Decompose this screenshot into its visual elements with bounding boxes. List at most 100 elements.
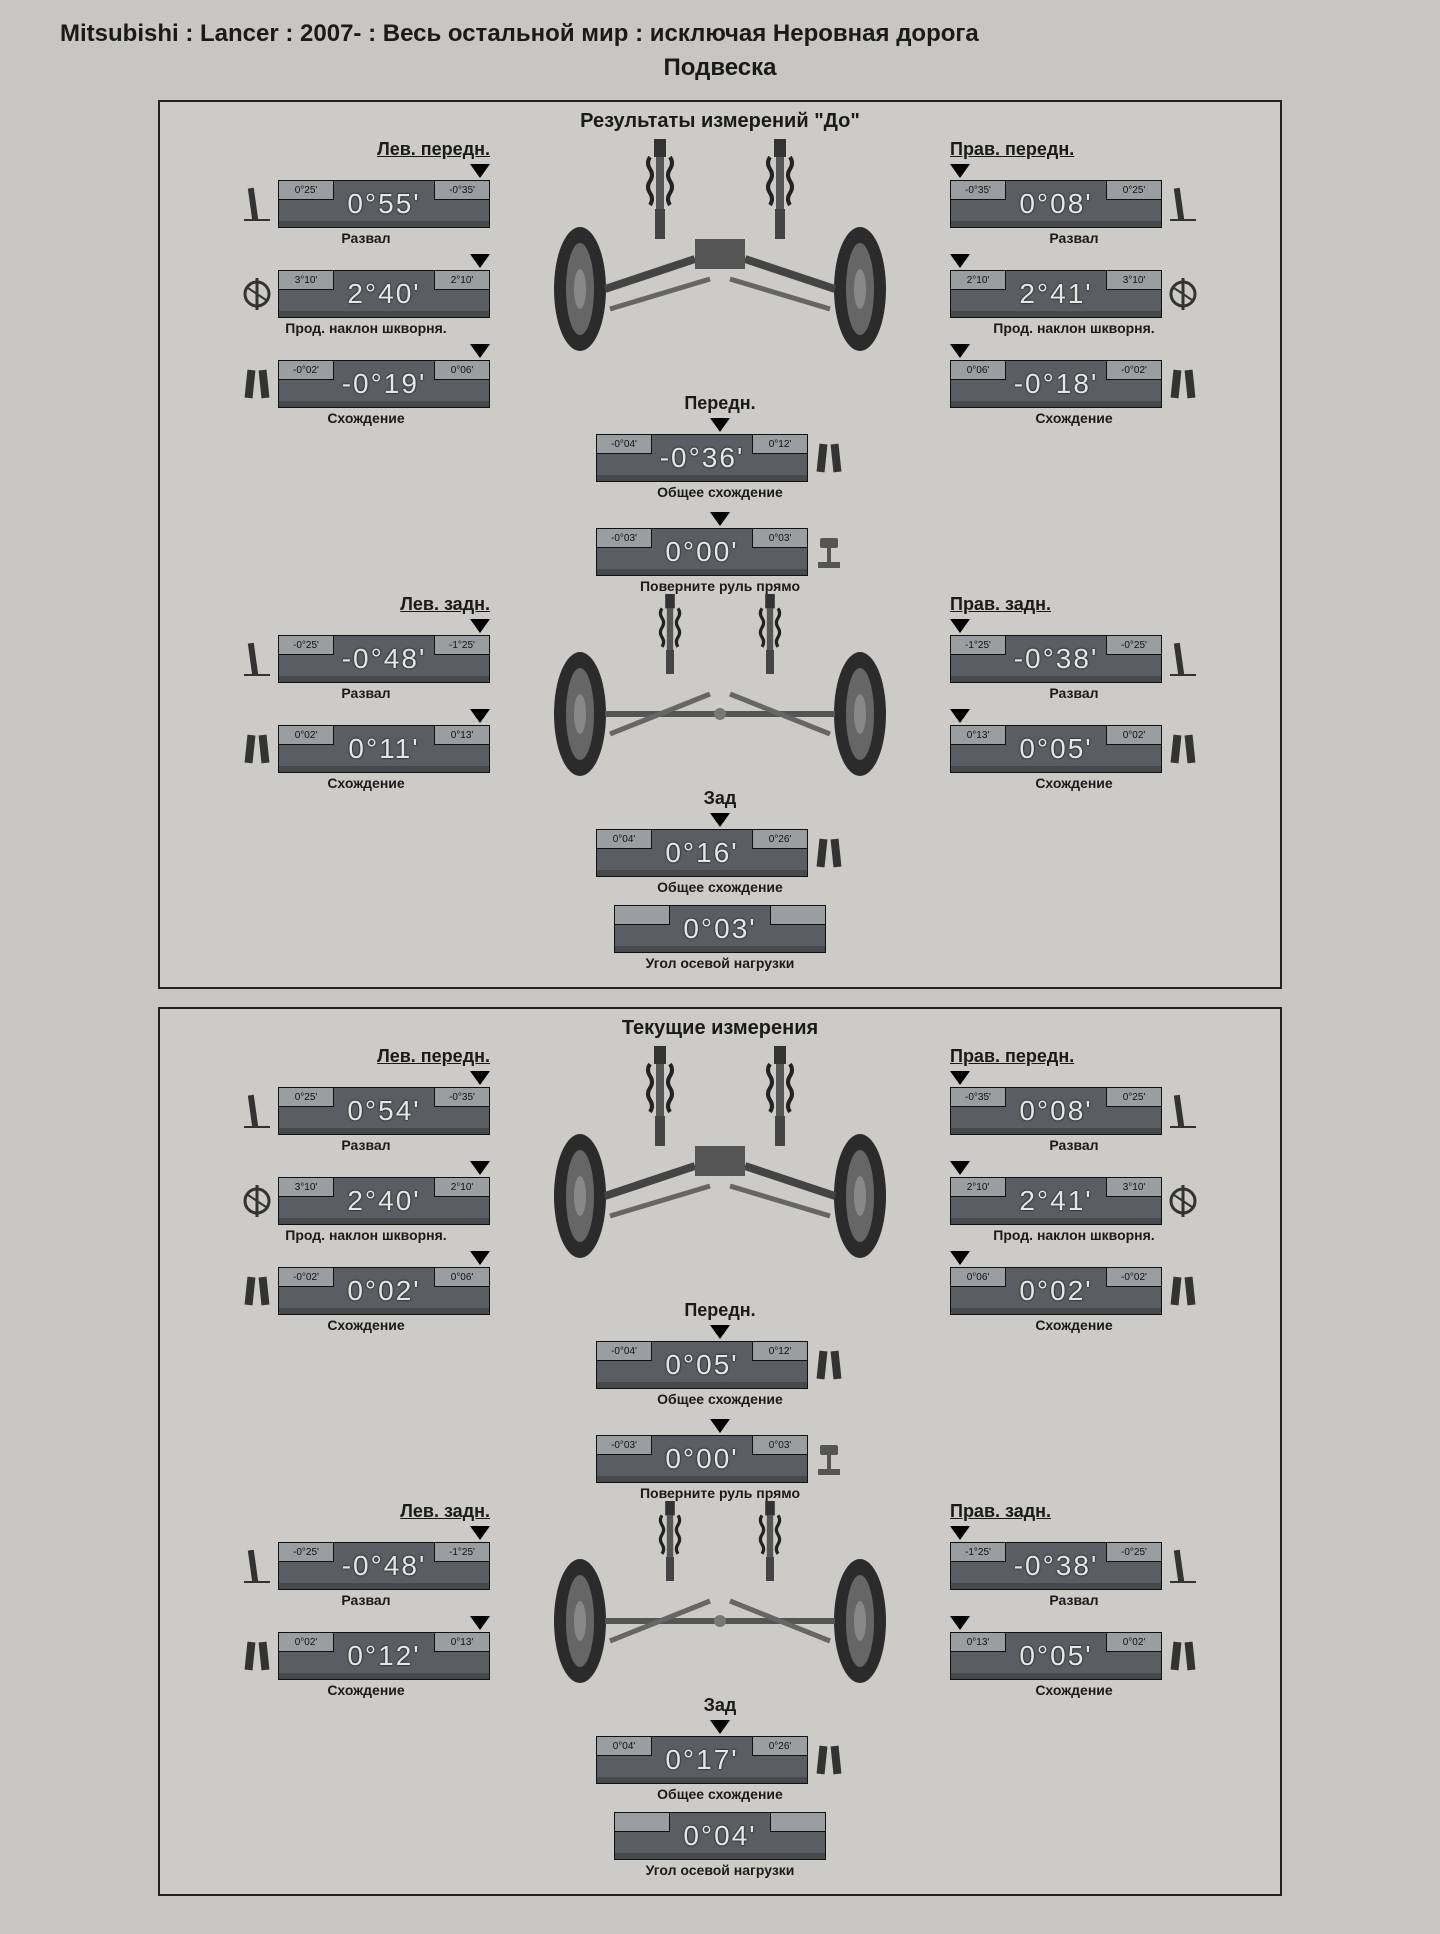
p0-front-steer-limit-left: -0°03' bbox=[596, 528, 652, 548]
p1-front-left-title: Лев. передн. bbox=[377, 1046, 490, 1067]
p1-front-steer-label: Поверните руль прямо bbox=[640, 1485, 800, 1501]
p1-front-total-toe-label: Общее схождение bbox=[657, 1391, 783, 1407]
p0-rear-thrust-limit-right bbox=[770, 905, 826, 925]
p0-rear-right-toe-block: 0°13' 0°02' 0°05' Схождение bbox=[950, 725, 1198, 791]
p0-rear-center-title: Зад bbox=[704, 788, 737, 809]
p0-front-right-caster-icon bbox=[1168, 274, 1198, 314]
arrow-down-icon bbox=[470, 164, 490, 178]
p1-front-right-camber-limit-right: 0°25' bbox=[1106, 1087, 1162, 1107]
steer-icon bbox=[814, 1439, 844, 1479]
arrow-down-icon bbox=[710, 512, 730, 526]
p1-rear-left-toe-value: 0°12' bbox=[347, 1640, 420, 1672]
p0-front-left-camber-gauge: 0°25' -0°35' 0°55' bbox=[278, 180, 490, 228]
p1-rear-thrust-block: 0°04' Угол осевой нагрузки bbox=[170, 1812, 1270, 1878]
p1-rear-left-toe-limit-right: 0°13' bbox=[434, 1632, 490, 1652]
p0-rear-left-camber-label: Развал bbox=[341, 685, 390, 701]
p1-front-left-toe-limit-right: 0°06' bbox=[434, 1267, 490, 1287]
p0-front-left-toe-label: Схождение bbox=[327, 410, 404, 426]
p0-front-left-caster-gauge: 3°10' 2°10' 2°40' bbox=[278, 270, 490, 318]
p1-rear-right-camber-label: Развал bbox=[1049, 1592, 1098, 1608]
p1-rear-left-camber-label: Развал bbox=[341, 1592, 390, 1608]
p0-rear-right-toe-gauge: 0°13' 0°02' 0°05' bbox=[950, 725, 1162, 773]
p1-rear-left-camber-block: -0°25' -1°25' -0°48' Развал bbox=[242, 1542, 490, 1608]
p0-front-right-camber-limit-right: 0°25' bbox=[1106, 180, 1162, 200]
p0-rear-right-title: Прав. задн. bbox=[950, 594, 1051, 615]
p1-rear-left-camber-gauge: -0°25' -1°25' -0°48' bbox=[278, 1542, 490, 1590]
arrow-down-icon bbox=[710, 813, 730, 827]
p1-front-left-caster-block: 3°10' 2°10' 2°40' Прод. наклон шкворня. bbox=[242, 1177, 490, 1243]
p1-front-left-camber-gauge: 0°25' -0°35' 0°54' bbox=[278, 1087, 490, 1135]
p1-rear-center-title: Зад bbox=[704, 1695, 737, 1716]
p0-front-right-caster-limit-right: 3°10' bbox=[1106, 270, 1162, 290]
arrow-down-icon bbox=[470, 619, 490, 633]
p0-rear-right-column: Прав. задн. -1°25' -0°25' -0°38' Развал … bbox=[950, 594, 1270, 797]
p0-rear-left-camber-block: -0°25' -1°25' -0°48' Развал bbox=[242, 635, 490, 701]
p1-front-total-toe-gauge: -0°04' 0°12' 0°05' bbox=[596, 1341, 808, 1389]
p1-rear-total-toe-limit-left: 0°04' bbox=[596, 1736, 652, 1756]
p0-front-left-caster-limit-left: 3°10' bbox=[278, 270, 334, 290]
p0-front-left-camber-limit-left: 0°25' bbox=[278, 180, 334, 200]
p1-front-left-camber-limit-left: 0°25' bbox=[278, 1087, 334, 1107]
arrow-down-icon bbox=[950, 164, 970, 178]
p1-rear-center-column: Зад 0°04' 0°26' 0°17' Общее схождение bbox=[500, 1501, 940, 1802]
p1-rear-left-toe-limit-left: 0°02' bbox=[278, 1632, 334, 1652]
p0-rear-thrust-value: 0°03' bbox=[683, 913, 756, 945]
p1-front-right-caster-label: Прод. наклон шкворня. bbox=[993, 1227, 1154, 1243]
p1-front-right-toe-icon bbox=[1168, 1271, 1198, 1311]
arrow-down-icon bbox=[950, 254, 970, 268]
arrow-down-icon bbox=[470, 1161, 490, 1175]
p0-front-right-column: Прав. передн. -0°35' 0°25' 0°08' Развал … bbox=[950, 139, 1270, 432]
p0-front-axle: Лев. передн. 0°25' -0°35' 0°55' Развал 3… bbox=[170, 139, 1270, 500]
toe-icon bbox=[814, 1345, 844, 1385]
p0-front-right-toe-value: -0°18' bbox=[1014, 368, 1099, 400]
p1-rear-right-toe-label: Схождение bbox=[1035, 1682, 1112, 1698]
p0-front-left-caster-limit-right: 2°10' bbox=[434, 270, 490, 290]
p1-front-left-column: Лев. передн. 0°25' -0°35' 0°54' Развал 3… bbox=[170, 1046, 490, 1339]
p0-rear-right-toe-label: Схождение bbox=[1035, 775, 1112, 791]
p0-front-right-toe-limit-left: 0°06' bbox=[950, 360, 1006, 380]
p1-front-total-toe-value: 0°05' bbox=[665, 1349, 738, 1381]
p0-front-right-toe-gauge: 0°06' -0°02' -0°18' bbox=[950, 360, 1162, 408]
p0-front-left-toe-limit-right: 0°06' bbox=[434, 360, 490, 380]
p0-rear-thrust-label: Угол осевой нагрузки bbox=[646, 955, 795, 971]
p0-rear-thrust-gauge: 0°03' bbox=[614, 905, 826, 953]
p0-rear-axle: Лев. задн. -0°25' -1°25' -0°48' Развал 0… bbox=[170, 594, 1270, 895]
p1-front-right-toe-label: Схождение bbox=[1035, 1317, 1112, 1333]
p0-rear-left-camber-value: -0°48' bbox=[342, 643, 427, 675]
p0-rear-right-toe-icon bbox=[1168, 729, 1198, 769]
p1-front-left-caster-icon bbox=[242, 1181, 272, 1221]
p1-rear-left-toe-block: 0°02' 0°13' 0°12' Схождение bbox=[242, 1632, 490, 1698]
p1-rear-total-toe-limit-right: 0°26' bbox=[752, 1736, 808, 1756]
p0-front-center-title: Передн. bbox=[684, 393, 755, 414]
p0-front-left-toe-gauge: -0°02' 0°06' -0°19' bbox=[278, 360, 490, 408]
p0-rear-left-toe-limit-left: 0°02' bbox=[278, 725, 334, 745]
arrow-down-icon bbox=[710, 1325, 730, 1339]
p0-rear-thrust-limit-left bbox=[614, 905, 670, 925]
p0-rear-right-camber-limit-left: -1°25' bbox=[950, 635, 1006, 655]
p1-front-left-toe-gauge: -0°02' 0°06' 0°02' bbox=[278, 1267, 490, 1315]
p0-rear-left-toe-value: 0°11' bbox=[348, 733, 419, 765]
p0-front-steer-block: -0°03' 0°03' 0°00' Поверните руль прямо bbox=[170, 510, 1270, 594]
arrow-down-icon bbox=[950, 1161, 970, 1175]
p1-front-axle: Лев. передн. 0°25' -0°35' 0°54' Развал 3… bbox=[170, 1046, 1270, 1407]
p0-front-right-caster-value: 2°41' bbox=[1019, 278, 1092, 310]
p0-front-left-title: Лев. передн. bbox=[377, 139, 490, 160]
p1-front-steer-limit-right: 0°03' bbox=[752, 1435, 808, 1455]
p1-rear-total-toe-gauge: 0°04' 0°26' 0°17' bbox=[596, 1736, 808, 1784]
p1-front-left-toe-limit-left: -0°02' bbox=[278, 1267, 334, 1287]
p0-rear-right-camber-label: Развал bbox=[1049, 685, 1098, 701]
p1-rear-right-toe-block: 0°13' 0°02' 0°05' Схождение bbox=[950, 1632, 1198, 1698]
p1-front-right-camber-block: -0°35' 0°25' 0°08' Развал bbox=[950, 1087, 1198, 1153]
p1-front-right-toe-gauge: 0°06' -0°02' 0°02' bbox=[950, 1267, 1162, 1315]
header-line-1: Mitsubishi : Lancer : 2007- : Весь остал… bbox=[40, 20, 1400, 48]
p1-rear-left-toe-gauge: 0°02' 0°13' 0°12' bbox=[278, 1632, 490, 1680]
front-suspension-diagram bbox=[510, 139, 930, 369]
p1-front-right-camber-icon bbox=[1168, 1091, 1198, 1131]
p0-rear-left-camber-limit-left: -0°25' bbox=[278, 635, 334, 655]
p0-front-right-toe-block: 0°06' -0°02' -0°18' Схождение bbox=[950, 360, 1198, 426]
p1-rear-thrust-limit-right bbox=[770, 1812, 826, 1832]
p0-front-total-toe-limit-left: -0°04' bbox=[596, 434, 652, 454]
p1-front-right-camber-gauge: -0°35' 0°25' 0°08' bbox=[950, 1087, 1162, 1135]
header-line-2: Подвеска bbox=[40, 54, 1400, 82]
p1-front-right-caster-icon bbox=[1168, 1181, 1198, 1221]
